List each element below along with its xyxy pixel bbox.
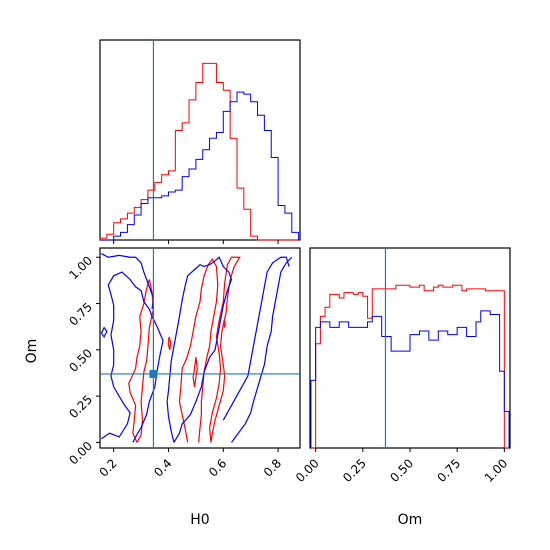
om-histogram xyxy=(310,248,510,449)
h0-hist-series-blue xyxy=(100,91,300,241)
x-axis-label-h0: H0 xyxy=(190,512,209,528)
h0-hist-series-red xyxy=(99,62,299,241)
y-axis-label-om: Om xyxy=(24,339,40,364)
om-hist-x-tick-label: 0.50 xyxy=(387,456,416,485)
contour-x-tick-label: 0.8 xyxy=(261,456,284,479)
om-hist-x-tick-label: 0.00 xyxy=(293,456,322,485)
contour-y-tick-label: 0.75 xyxy=(66,300,95,329)
contour-frame xyxy=(99,247,301,449)
contour-blue-4 xyxy=(222,256,290,421)
contour-red-1 xyxy=(178,258,219,443)
contour-y-tick-label: 0.00 xyxy=(66,439,95,468)
contour-blue-2 xyxy=(166,256,233,443)
contour-blue-1 xyxy=(101,253,155,310)
contour-red-4 xyxy=(167,336,172,351)
contour-blue-3 xyxy=(231,256,293,443)
contour-red-0 xyxy=(128,279,155,443)
contour-x-tick-label: 0.2 xyxy=(96,456,119,479)
contour-y-tick-label: 0.25 xyxy=(66,392,95,421)
contour-x-tick-label: 0.4 xyxy=(151,456,174,479)
contour-y-tick-label: 1.00 xyxy=(66,253,95,282)
contour-lines xyxy=(100,253,293,443)
x-axis-label-om: Om xyxy=(398,512,423,528)
contour-red-2 xyxy=(208,256,241,443)
om-hist-series-red xyxy=(310,284,510,449)
h0-om-contour xyxy=(100,248,300,448)
h0-histogram xyxy=(99,40,300,241)
contour-red-3 xyxy=(192,357,198,387)
h0-histogram-frame xyxy=(99,39,301,241)
contour-y-tick-label: 0.50 xyxy=(66,346,95,375)
contour-x-tick-label: 0.6 xyxy=(206,456,229,479)
om-hist-x-tick-label: 0.25 xyxy=(340,456,369,485)
om-hist-series-blue xyxy=(310,310,510,448)
contour-red-5 xyxy=(222,320,226,328)
truth-marker xyxy=(149,369,158,378)
om-hist-x-tick-label: 0.75 xyxy=(434,456,463,485)
contour-blue-5 xyxy=(100,326,108,339)
om-hist-x-tick-label: 1.00 xyxy=(482,456,511,485)
